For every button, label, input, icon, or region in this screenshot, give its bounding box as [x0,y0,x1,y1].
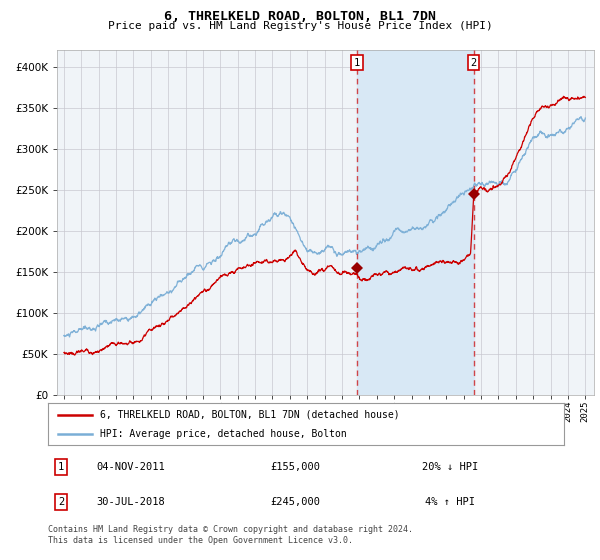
Text: 6, THRELKELD ROAD, BOLTON, BL1 7DN: 6, THRELKELD ROAD, BOLTON, BL1 7DN [164,10,436,23]
Text: 1: 1 [353,58,360,68]
Text: Contains HM Land Registry data © Crown copyright and database right 2024.
This d: Contains HM Land Registry data © Crown c… [48,525,413,545]
Text: 2: 2 [470,58,477,68]
Text: 2: 2 [58,497,64,507]
Text: £245,000: £245,000 [271,497,320,507]
Text: HPI: Average price, detached house, Bolton: HPI: Average price, detached house, Bolt… [100,429,346,439]
Text: Price paid vs. HM Land Registry's House Price Index (HPI): Price paid vs. HM Land Registry's House … [107,21,493,31]
Text: 4% ↑ HPI: 4% ↑ HPI [425,497,475,507]
Text: 1: 1 [58,462,64,472]
Text: 30-JUL-2018: 30-JUL-2018 [96,497,165,507]
Text: £155,000: £155,000 [271,462,320,472]
Text: 04-NOV-2011: 04-NOV-2011 [96,462,165,472]
Text: 6, THRELKELD ROAD, BOLTON, BL1 7DN (detached house): 6, THRELKELD ROAD, BOLTON, BL1 7DN (deta… [100,409,399,419]
Text: 20% ↓ HPI: 20% ↓ HPI [422,462,479,472]
Bar [357,50,474,395]
